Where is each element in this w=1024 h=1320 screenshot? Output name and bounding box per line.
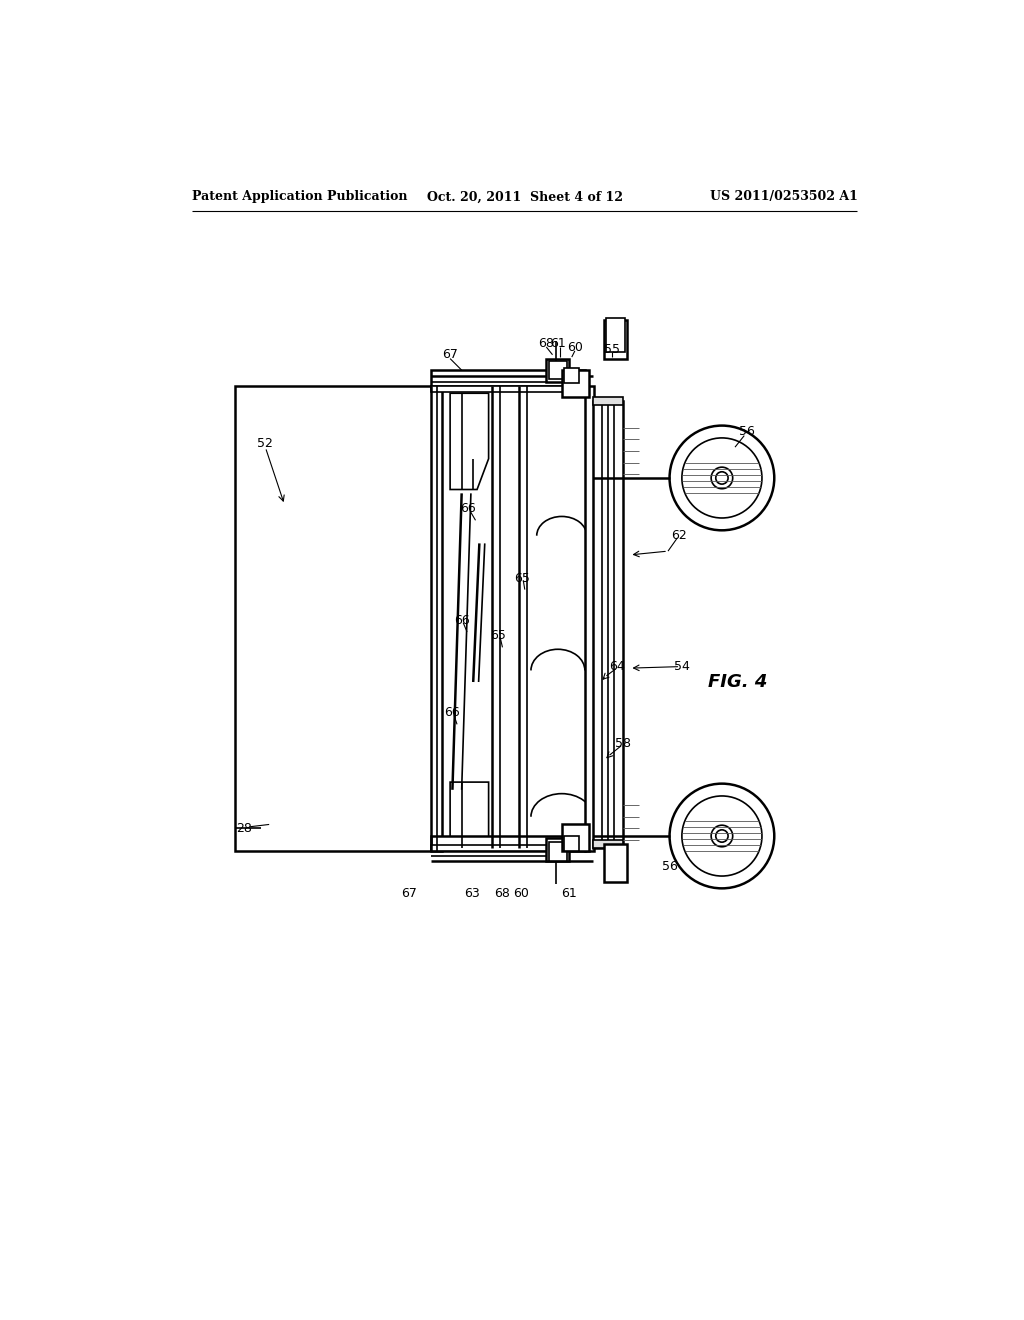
Text: 28: 28 (237, 822, 253, 834)
Bar (604, 321, 628, 359)
Text: 63: 63 (464, 887, 479, 900)
Bar (549, 842, 567, 861)
Circle shape (711, 825, 733, 847)
Text: 64: 64 (609, 660, 625, 673)
Bar (547, 838, 569, 861)
Text: 55: 55 (604, 343, 620, 356)
Text: 56: 56 (738, 425, 755, 438)
Text: 65: 65 (514, 572, 529, 585)
Text: 62: 62 (671, 529, 687, 543)
Text: 60: 60 (567, 341, 583, 354)
Text: 52: 52 (257, 437, 273, 450)
Bar (431, 836, 585, 851)
Text: 66: 66 (454, 614, 470, 627)
Text: 61: 61 (561, 887, 578, 900)
Bar (593, 840, 624, 847)
Text: 66: 66 (460, 502, 476, 515)
Text: 66: 66 (444, 706, 461, 719)
Text: US 2011/0253502 A1: US 2011/0253502 A1 (710, 190, 857, 203)
Bar (431, 845, 585, 851)
Text: 65: 65 (489, 630, 506, 643)
Circle shape (711, 467, 733, 488)
Text: 54: 54 (674, 660, 690, 673)
Bar (549, 360, 567, 379)
Bar (564, 368, 580, 383)
Bar (604, 843, 628, 882)
Text: 68: 68 (495, 887, 510, 900)
Circle shape (682, 438, 762, 517)
Bar (431, 385, 585, 392)
Text: 67: 67 (442, 348, 458, 362)
Bar (593, 401, 624, 847)
Bar (234, 385, 442, 851)
Text: FIG. 4: FIG. 4 (708, 673, 767, 690)
Text: Oct. 20, 2011  Sheet 4 of 12: Oct. 20, 2011 Sheet 4 of 12 (427, 190, 623, 203)
Bar (562, 825, 589, 851)
Bar (564, 836, 580, 851)
Circle shape (682, 796, 762, 876)
Text: Patent Application Publication: Patent Application Publication (193, 190, 408, 203)
Bar (431, 370, 585, 385)
Text: 58: 58 (615, 737, 632, 750)
Text: 67: 67 (401, 887, 417, 900)
Bar (606, 318, 625, 351)
Text: 61: 61 (550, 337, 566, 350)
Text: 60: 60 (513, 887, 528, 900)
Bar (593, 397, 624, 405)
Bar (585, 385, 594, 851)
Text: 56: 56 (662, 861, 678, 874)
Bar (547, 359, 569, 381)
Text: 68: 68 (539, 337, 554, 350)
Bar (562, 370, 589, 397)
